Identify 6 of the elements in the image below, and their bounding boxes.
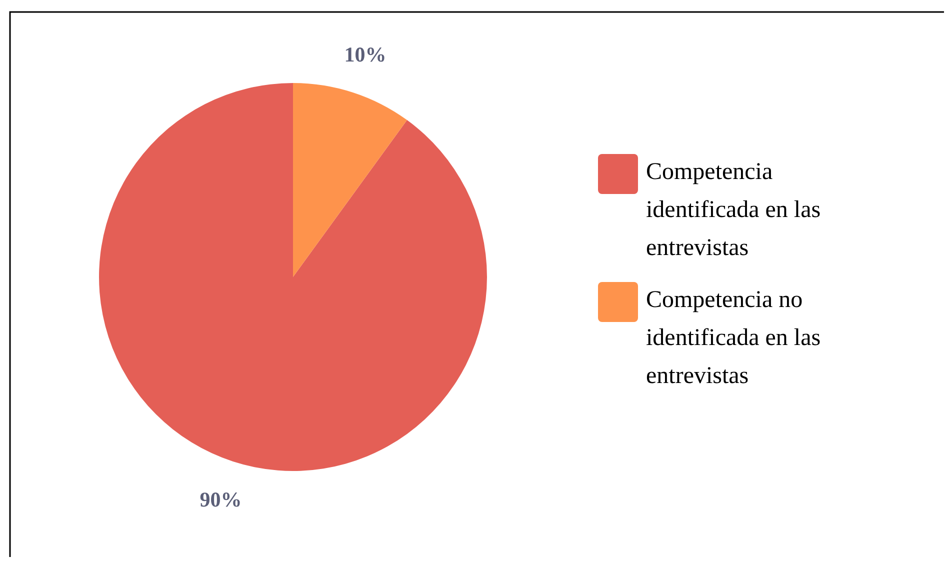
data-label: 10% (344, 42, 386, 66)
legend-label: Competencia no identificada en las entrevistas (646, 287, 821, 389)
legend-label: Competencia identificada en las entrevistas (646, 159, 821, 261)
data-label: 90% (200, 488, 242, 512)
pie-slice (293, 83, 408, 277)
pie-slice (99, 83, 487, 471)
